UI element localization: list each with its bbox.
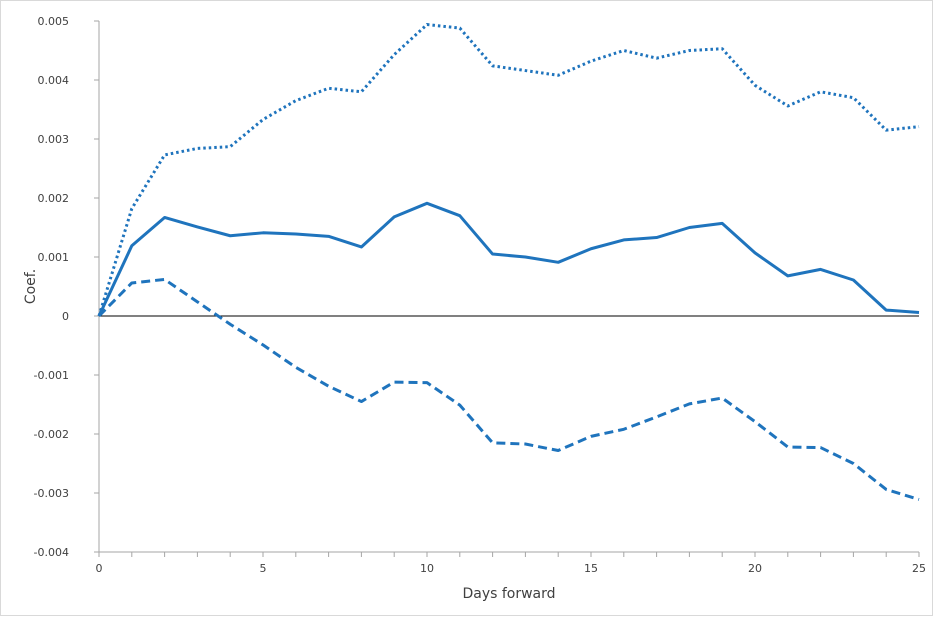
y-tick-label: 0.001 bbox=[38, 251, 70, 264]
y-tick-label: -0.001 bbox=[34, 369, 69, 382]
y-tick-label: 0.002 bbox=[38, 192, 70, 205]
axes-layer bbox=[94, 20, 920, 557]
y-tick-label: 0.005 bbox=[38, 15, 70, 28]
labels-layer: 0 5 10 15 20 25 0.005 0.004 0.003 0.002 0.001 0 -0.0… bbox=[34, 15, 926, 575]
y-tick-label: 0.003 bbox=[38, 133, 70, 146]
x-tick-label: 10 bbox=[420, 562, 434, 575]
y-tick-label: -0.003 bbox=[34, 487, 69, 500]
series-layer bbox=[97, 23, 920, 501]
series-line-dotted bbox=[97, 23, 920, 317]
series-line-dashed bbox=[97, 277, 920, 501]
x-axis-title: Days forward bbox=[462, 586, 555, 602]
x-tick-label: 5 bbox=[260, 562, 267, 575]
x-tick-label: 20 bbox=[748, 562, 762, 575]
series-line-solid bbox=[97, 201, 920, 317]
x-tick-label: 0 bbox=[96, 562, 103, 575]
x-tick-label: 15 bbox=[584, 562, 598, 575]
y-tick-label: -0.004 bbox=[34, 546, 69, 559]
x-tick-label: 25 bbox=[912, 562, 926, 575]
y-tick-label: 0 bbox=[62, 310, 69, 323]
y-axis-title: Coef. bbox=[23, 269, 39, 304]
y-tick-label: 0.004 bbox=[38, 74, 70, 87]
y-tick-label: -0.002 bbox=[34, 428, 69, 441]
